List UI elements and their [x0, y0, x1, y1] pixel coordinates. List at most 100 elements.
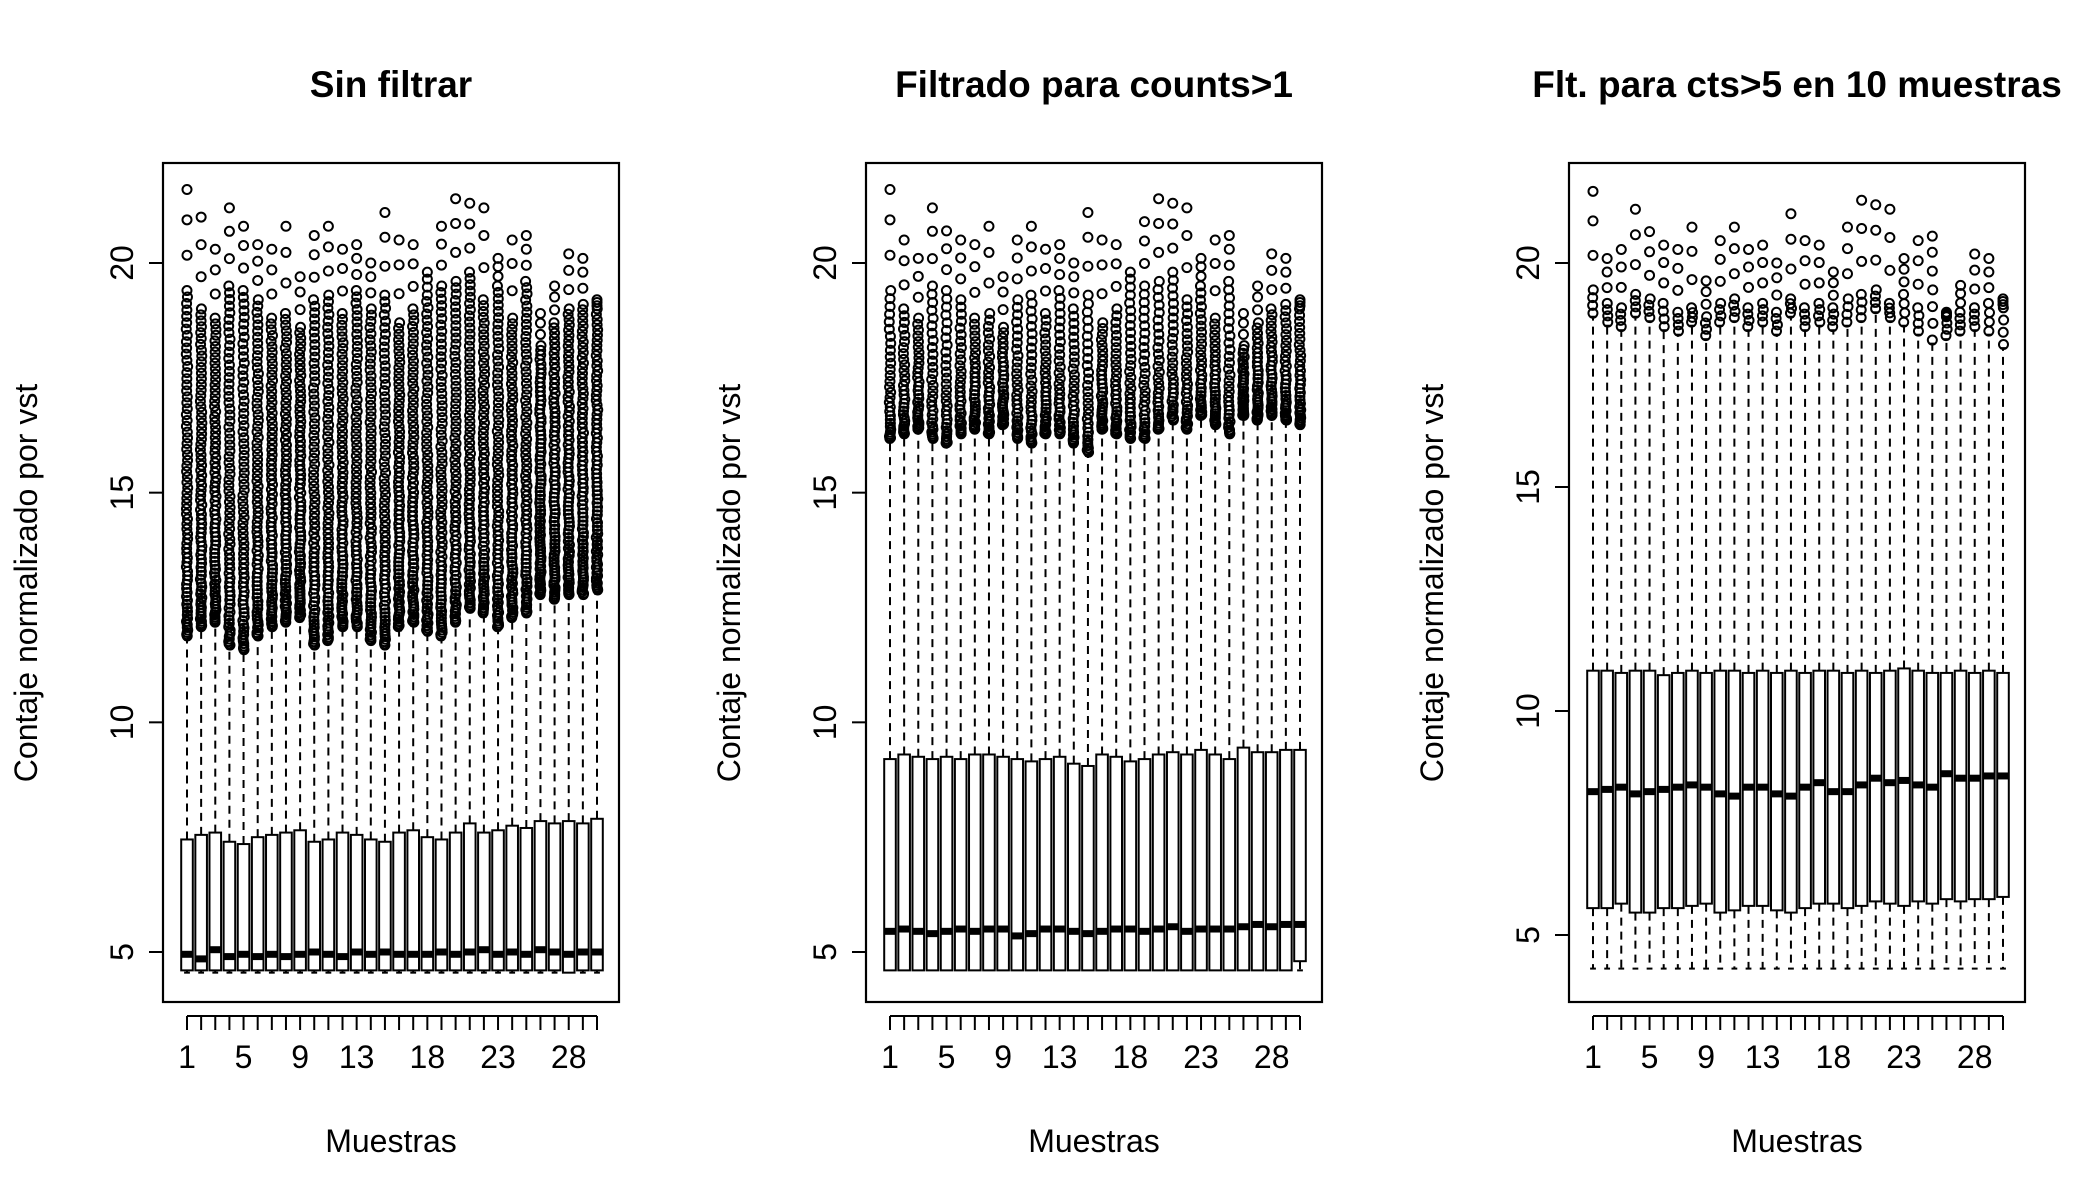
outlier-point [955, 354, 967, 366]
outlier-point [251, 437, 263, 449]
outlier-point [182, 454, 194, 466]
outlier-point [492, 474, 504, 486]
sample-box [236, 220, 251, 974]
outlier-point [912, 291, 924, 303]
outlier-point [365, 393, 377, 405]
outlier-point [251, 403, 263, 415]
outlier-point [478, 357, 490, 369]
outlier-point [407, 467, 419, 479]
outlier-point [350, 487, 362, 499]
outlier-point [238, 240, 250, 252]
outlier-point [1280, 305, 1292, 317]
outlier-point [323, 492, 335, 504]
outlier-point [898, 364, 910, 376]
outlier-point [365, 593, 377, 605]
outlier-point [1209, 393, 1221, 405]
outlier-point [506, 285, 518, 297]
outlier-point [209, 335, 221, 347]
outlier-point [450, 362, 462, 374]
outlier-point [969, 403, 981, 415]
outlier-point [1266, 309, 1278, 321]
outlier-point [464, 346, 476, 358]
outlier-point [562, 396, 574, 408]
outlier-point [941, 372, 953, 384]
outlier-point [407, 442, 419, 454]
outlier-point [520, 470, 532, 482]
outlier-point [322, 476, 334, 488]
outlier-point [506, 435, 518, 447]
outlier-point [435, 602, 447, 614]
outlier-point [435, 375, 447, 387]
sample-box [547, 280, 562, 974]
outliers [897, 234, 911, 440]
outlier-point [492, 286, 504, 298]
outlier-point [182, 482, 194, 494]
x-axis-label: Muestras [1731, 1123, 1863, 1159]
outlier-point [421, 497, 433, 509]
outlier-point [309, 320, 321, 332]
outlier-point [478, 564, 490, 576]
iqr-box [1826, 669, 1841, 905]
outlier-point [478, 262, 490, 274]
outlier-point [1587, 215, 1599, 227]
outliers [449, 193, 462, 628]
outlier-point [1700, 275, 1712, 287]
outlier-point [1251, 322, 1263, 334]
outlier-point [294, 385, 306, 397]
outlier-point [281, 364, 293, 376]
outlier-point [492, 586, 504, 598]
sample-box [363, 257, 378, 974]
outlier-point [209, 416, 221, 428]
outlier-point [520, 400, 532, 412]
outlier-point [534, 317, 546, 329]
outlier-point [464, 421, 476, 433]
outlier-point [1125, 353, 1137, 365]
outlier-point [492, 270, 504, 282]
outlier-point [350, 433, 362, 445]
outlier-point [1672, 313, 1684, 325]
outlier-point [252, 459, 264, 471]
iqr-box [953, 758, 968, 972]
outlier-point [223, 280, 235, 292]
outlier-point [1869, 296, 1881, 308]
outlier-point [294, 348, 306, 360]
outlier-point [521, 480, 533, 492]
outlier-point [1813, 310, 1825, 322]
outlier-point [1294, 355, 1306, 367]
outlier-point [506, 450, 518, 462]
outlier-point [1040, 263, 1052, 275]
outlier-point [1138, 312, 1150, 324]
outlier-point [577, 252, 589, 264]
sample-box [1081, 206, 1095, 972]
outlier-point [1011, 337, 1023, 349]
outlier-point [1954, 319, 1966, 331]
outlier-point [449, 409, 461, 421]
outlier-point [1167, 297, 1179, 309]
outlier-point [407, 239, 419, 251]
outliers [1672, 244, 1684, 337]
outlier-point [1913, 310, 1925, 322]
outlier-point [940, 366, 952, 378]
iqr-box [448, 831, 463, 972]
outlier-point [1657, 297, 1669, 309]
outlier-point [1785, 208, 1797, 220]
outlier-point [549, 280, 561, 292]
outlier-point [1771, 257, 1783, 269]
outlier-point [308, 527, 320, 539]
outlier-point [336, 371, 348, 383]
outlier-point [407, 349, 419, 361]
outlier-point [521, 406, 533, 418]
outlier-point [1615, 314, 1627, 326]
outlier-point [1237, 308, 1249, 320]
outlier-point [209, 318, 221, 330]
outlier-point [885, 386, 897, 398]
sample-box [194, 211, 208, 974]
outlier-point [336, 331, 348, 343]
outlier-point [478, 443, 490, 455]
outlier-point [237, 285, 249, 297]
sample-box [1925, 230, 1940, 970]
outlier-point [1068, 385, 1080, 397]
outliers [996, 271, 1010, 431]
outlier-point [1799, 308, 1811, 320]
outlier-point [1587, 292, 1599, 304]
